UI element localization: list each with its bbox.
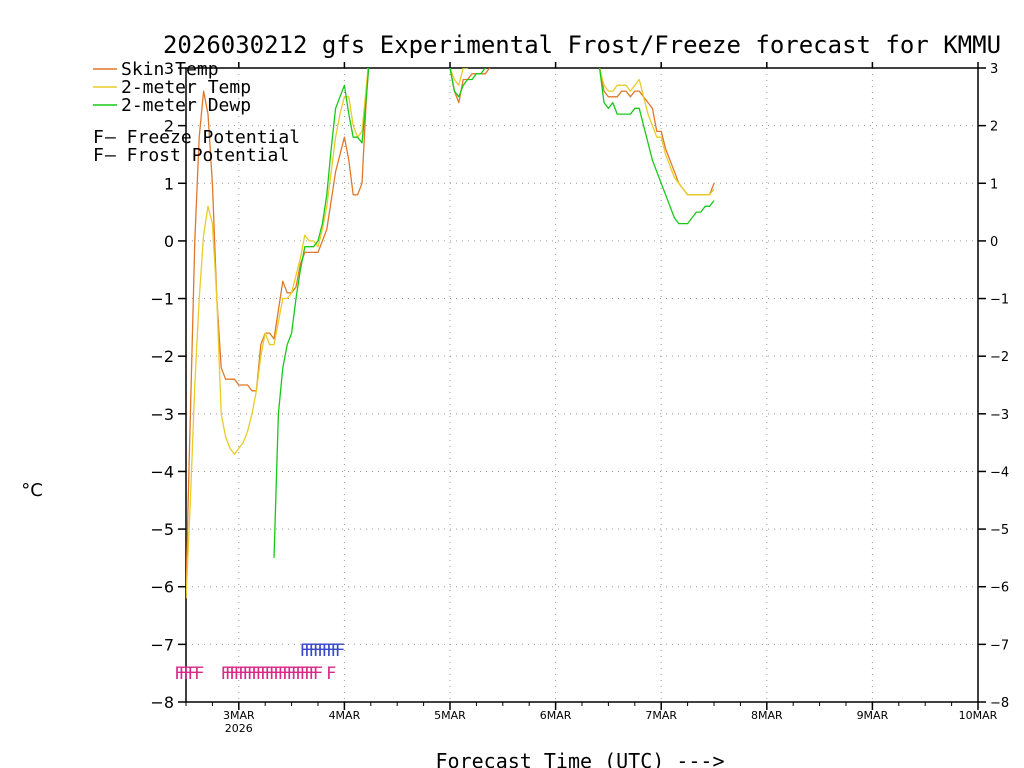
freeze-flag-mark: F [187, 664, 197, 684]
freeze-flag-mark: F [238, 664, 248, 684]
x-tick-label: 7MAR [645, 709, 677, 722]
y-tick-label-right: −2 [990, 350, 1009, 365]
x-axis-label: Forecast Time (UTC) ---> [436, 749, 725, 768]
y-tick-label-left: −5 [150, 520, 174, 539]
x-tick-label: 4MAR [329, 709, 361, 722]
freeze-flag-mark: F [273, 664, 283, 684]
legend-label: Skin Temp [121, 59, 219, 80]
y-tick-label-left: 1 [164, 174, 174, 193]
legend-label: 2-meter Temp [121, 77, 251, 98]
y-tick-label-right: −8 [990, 696, 1009, 711]
grid-lines [186, 68, 978, 702]
frost-flag-mark: F [317, 641, 327, 661]
y-tick-label-left: 3 [164, 59, 174, 78]
legend-flag-letter: F [93, 145, 104, 166]
chart-title: 2026030212 gfs Experimental Frost/Freeze… [163, 31, 1001, 59]
freeze-flag-mark: F [282, 664, 292, 684]
axis-ticks: −8 −8 −7 −7 −6 −6 −5 −5 −4 −4 −3 −3 −2 −2 −1 −1 0 0 1 1 2 2 3 3… [150, 59, 1009, 735]
freeze-flag-mark: F [251, 664, 261, 684]
x-tick-sublabel: 2026 [225, 722, 253, 735]
y-tick-label-right: −5 [990, 523, 1009, 538]
freeze-flag-mark: F [291, 664, 301, 684]
legend-flag-label: – Frost Potential [105, 145, 289, 166]
freeze-flag-mark: F [326, 664, 336, 684]
plot-frame [185, 67, 979, 703]
freeze-flag-mark: F [256, 664, 266, 684]
freeze-flag-mark: F [295, 664, 305, 684]
x-tick-label: 5MAR [434, 709, 466, 722]
freeze-flag-mark: F [300, 664, 310, 684]
y-tick-label-left: −4 [150, 462, 174, 481]
y-tick-label-right: −6 [990, 581, 1009, 596]
y-tick-label-left: 2 [164, 117, 174, 136]
frost-flag-mark: F [335, 641, 345, 661]
freeze-flag-mark: F [225, 664, 235, 684]
y-tick-label-right: −1 [990, 293, 1009, 308]
x-tick-label: 10MAR [959, 709, 998, 722]
freeze-flag-mark: F [260, 664, 270, 684]
y-tick-label-right: −3 [990, 408, 1009, 423]
y-tick-label-left: −7 [150, 635, 174, 654]
x-tick-label: 6MAR [540, 709, 572, 722]
frost-flag-mark: F [300, 641, 310, 661]
x-tick-label: 3MAR [223, 709, 255, 722]
freeze-flag-mark: F [229, 664, 239, 684]
freeze-flag-mark: F [264, 664, 274, 684]
freeze-flag-mark: F [220, 664, 230, 684]
freeze-flag-mark: F [308, 664, 318, 684]
x-tick-label: 9MAR [857, 709, 889, 722]
series-lines [186, 68, 715, 599]
y-axis-label: °C [21, 480, 43, 501]
y-tick-label-right: −7 [990, 638, 1009, 653]
frost-flag-mark: F [313, 641, 323, 661]
y-tick-label-right: −4 [990, 465, 1009, 480]
freeze-flag-mark: F [179, 664, 189, 684]
y-tick-label-left: −6 [150, 578, 174, 597]
y-tick-label-right: 3 [990, 62, 998, 77]
y-tick-label-left: −2 [150, 347, 174, 366]
legend-flag-label: – Freeze Potential [105, 127, 300, 148]
legend-flag-letter: F [93, 127, 104, 148]
freeze-flag-mark: F [183, 664, 193, 684]
freeze-flag-mark: F [304, 664, 314, 684]
y-tick-label-left: −1 [150, 290, 174, 309]
y-tick-label-right: 2 [990, 120, 998, 135]
freeze-flag-mark: F [269, 664, 279, 684]
y-tick-label-left: −3 [150, 405, 174, 424]
freeze-flag-mark: F [278, 664, 288, 684]
freeze-flag-mark: F [234, 664, 244, 684]
y-tick-label-right: 1 [990, 177, 998, 192]
frost-flag-mark: F [308, 641, 318, 661]
freeze-flag-mark: F [313, 664, 323, 684]
series-line-skin-temp [186, 68, 715, 587]
y-tick-label-left: 0 [164, 232, 174, 251]
legend-label: 2-meter Dewp [121, 95, 251, 116]
frost-flag-mark: F [330, 641, 340, 661]
y-tick-label-right: 0 [990, 235, 998, 250]
freeze-flag-mark: F [194, 664, 204, 684]
freeze-flag-mark: F [174, 664, 184, 684]
freeze-flag-mark: F [242, 664, 252, 684]
freeze-flag-mark: F [286, 664, 296, 684]
frost-flag-mark: F [304, 641, 314, 661]
series-line-2-meter-dewp [273, 68, 715, 558]
frost-flag-mark: F [326, 641, 336, 661]
freeze-flag-mark: F [247, 664, 257, 684]
frost-flag-mark: F [322, 641, 332, 661]
x-tick-label: 8MAR [751, 709, 783, 722]
y-tick-label-left: −8 [150, 693, 174, 712]
series-line-2-meter-temp [186, 68, 715, 599]
